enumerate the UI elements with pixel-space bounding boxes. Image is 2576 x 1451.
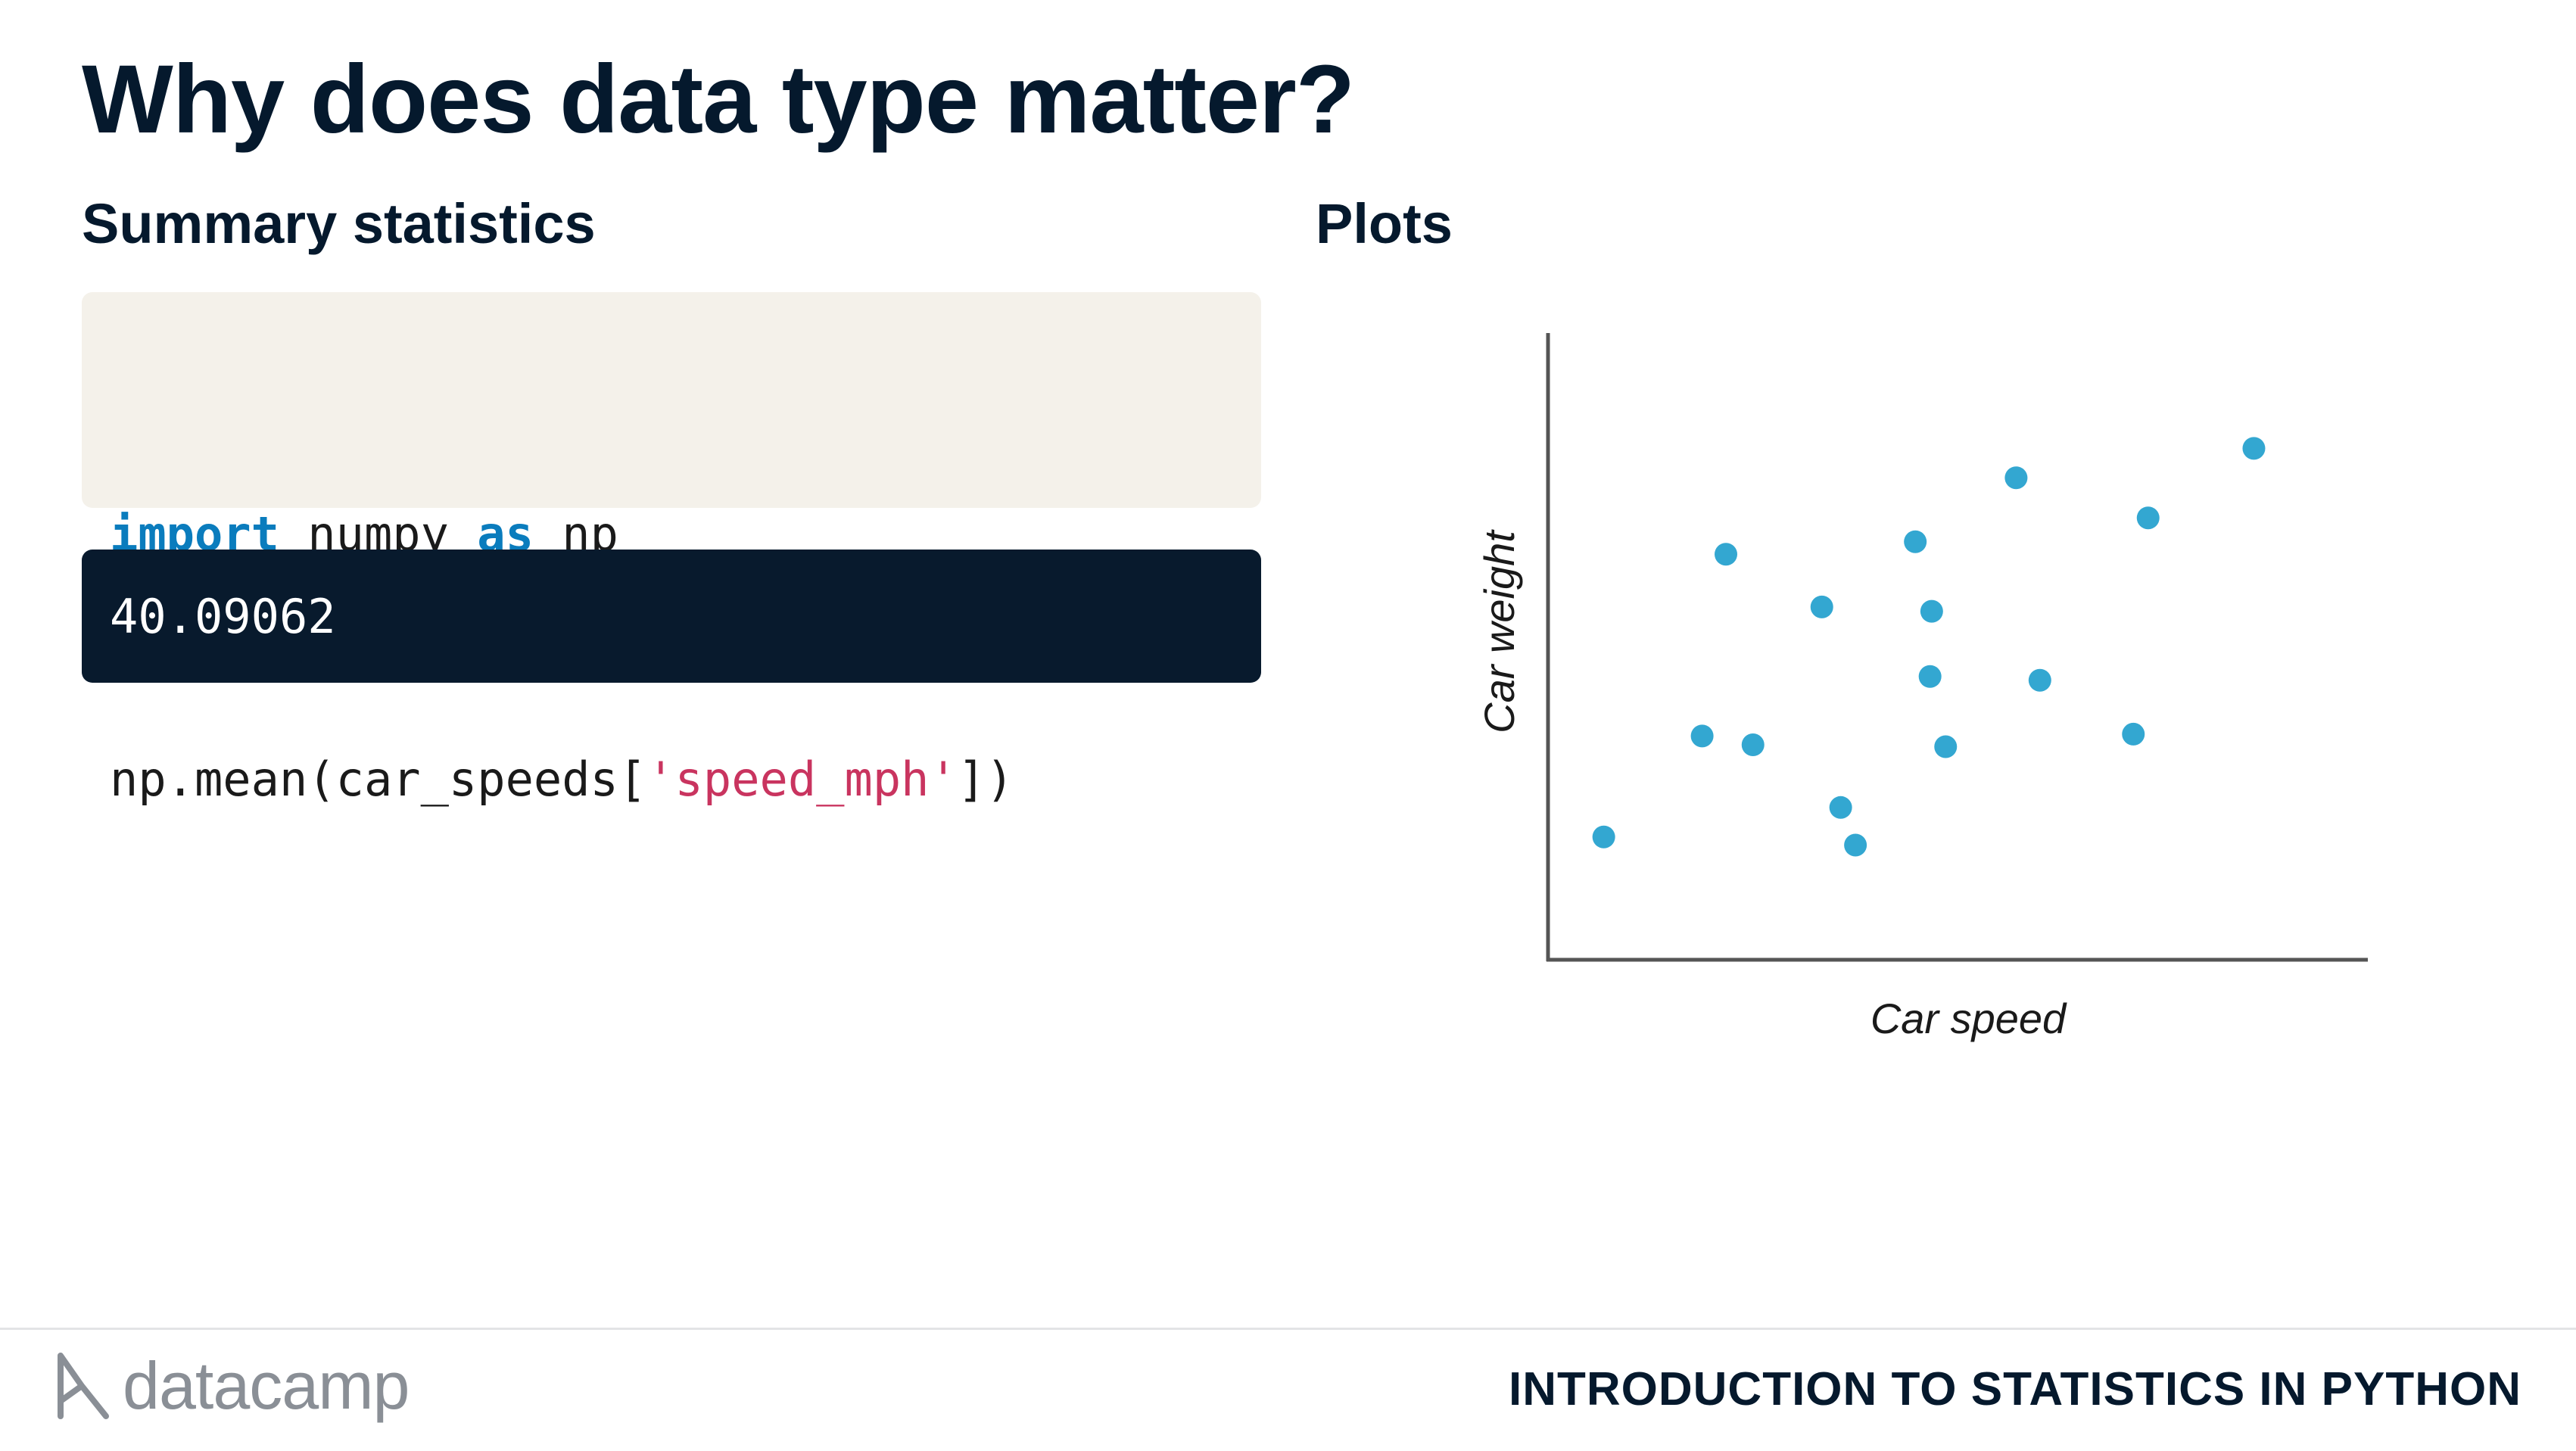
data-points	[1592, 437, 2266, 857]
scatter-point	[1844, 833, 1867, 857]
scatter-chart: Car speed Car weight	[1475, 333, 2368, 1042]
code-block: import numpy as np np.mean(car_speeds['s…	[82, 292, 1261, 807]
footer-divider	[0, 1328, 2576, 1330]
course-title: INTRODUCTION TO STATISTICS IN PYTHON	[1509, 1363, 2521, 1415]
scatter-point	[1934, 735, 1958, 758]
code-line-1: import numpy as np	[110, 494, 1261, 575]
scatter-point	[1810, 595, 1833, 618]
datacamp-logo: datacamp	[53, 1347, 410, 1425]
slide-title: Why does data type matter?	[82, 45, 1355, 154]
datacamp-wordmark: datacamp	[123, 1348, 410, 1423]
string-literal: 'speed_mph'	[646, 752, 958, 807]
scatter-point	[1920, 599, 1943, 623]
plots-heading: Plots	[1316, 192, 1453, 255]
scatter-point	[1741, 733, 1765, 756]
scatter-point	[1904, 530, 1927, 553]
code-line-2: np.mean(car_speeds['speed_mph'])	[110, 739, 1261, 820]
scatter-point	[1829, 796, 1852, 819]
scatter-point	[2242, 437, 2266, 460]
output-value: 40.09062	[110, 588, 336, 644]
scatter-point	[1592, 825, 1615, 848]
scatter-point	[1715, 543, 1738, 566]
scatter-point	[2028, 668, 2051, 692]
datacamp-logo-icon	[58, 1353, 109, 1419]
scatter-point	[1690, 724, 1714, 748]
code-text: np.mean(car_speeds[	[110, 752, 647, 807]
scatter-point	[2136, 506, 2160, 530]
x-axis-label: Car speed	[1870, 995, 2067, 1042]
scatter-point	[2122, 722, 2145, 746]
output-block: 40.09062	[82, 550, 1261, 683]
scatter-point	[2004, 466, 2028, 490]
code-text: ])	[957, 752, 1014, 807]
summary-statistics-heading: Summary statistics	[82, 192, 596, 255]
scatter-point	[1918, 665, 1942, 688]
y-axis-label: Car weight	[1475, 529, 1523, 733]
